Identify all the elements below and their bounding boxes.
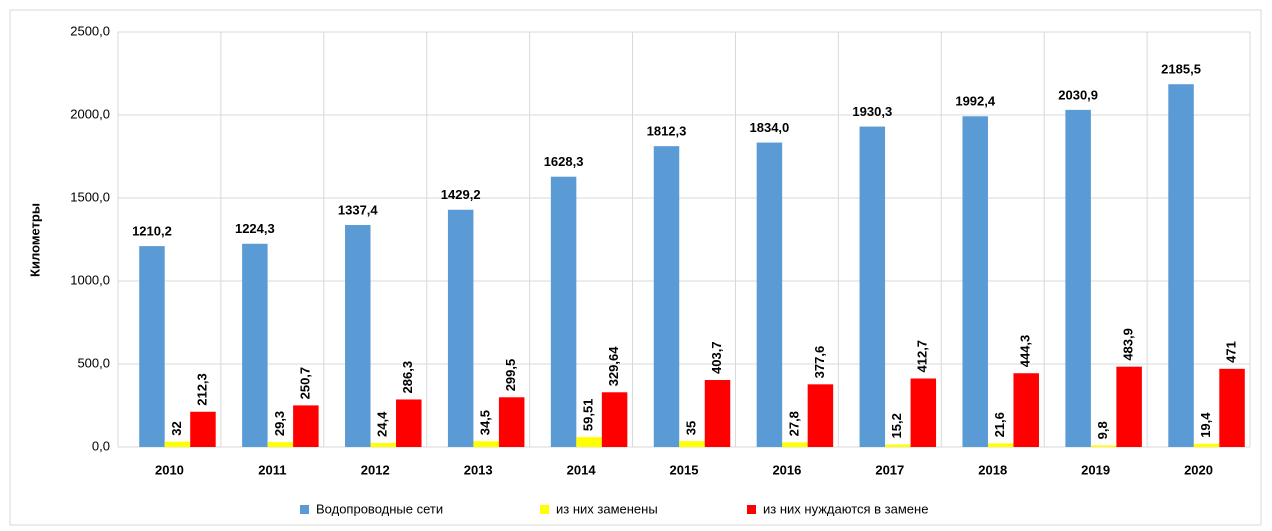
data-label: 35 <box>683 421 698 435</box>
bar <box>1013 373 1039 447</box>
y-axis-label: Километры <box>27 203 42 277</box>
bar <box>396 399 422 447</box>
legend-swatch <box>300 505 309 514</box>
data-label: 483,9 <box>1121 328 1136 361</box>
x-tick-label: 2014 <box>567 462 597 477</box>
legend-label: Водопроводные сети <box>316 501 443 516</box>
bar <box>1219 368 1245 447</box>
data-label: 212,3 <box>194 373 209 406</box>
bar <box>498 397 525 447</box>
x-tick-label: 2018 <box>978 462 1007 477</box>
data-label: 27,8 <box>786 411 801 436</box>
y-tick-label: 0,0 <box>92 438 110 453</box>
bar <box>962 116 988 447</box>
x-tick-label: 2017 <box>875 462 904 477</box>
bar <box>782 442 808 447</box>
x-tick-label: 2013 <box>464 462 493 477</box>
bar <box>267 442 294 447</box>
data-label: 403,7 <box>709 341 724 374</box>
legend-swatch <box>540 505 549 514</box>
bar <box>139 246 165 447</box>
x-tick-label: 2012 <box>361 462 390 477</box>
data-label: 286,3 <box>400 361 415 394</box>
bar <box>1116 366 1142 447</box>
bar <box>447 209 474 447</box>
legend-label: из них заменены <box>556 501 658 516</box>
data-label: 15,2 <box>889 413 904 438</box>
data-label: 444,3 <box>1018 335 1033 368</box>
data-label: 1429,2 <box>441 187 481 202</box>
x-tick-label: 2020 <box>1184 462 1213 477</box>
bar <box>987 443 1014 447</box>
x-tick-label: 2010 <box>155 462 184 477</box>
data-label: 19,4 <box>1198 412 1213 438</box>
data-label: 21,6 <box>992 412 1007 437</box>
y-tick-label: 1000,0 <box>70 272 110 287</box>
legend-swatch <box>747 505 756 514</box>
bar <box>885 444 911 447</box>
x-tick-label: 2011 <box>258 462 286 477</box>
data-label: 377,6 <box>812 346 827 379</box>
y-tick-label: 1500,0 <box>70 189 110 204</box>
data-label: 1834,0 <box>750 120 790 135</box>
bar <box>1168 84 1194 447</box>
bar <box>1193 443 1220 447</box>
data-label: 2185,5 <box>1161 62 1201 77</box>
x-tick-label: 2019 <box>1081 462 1110 477</box>
data-label: 1992,4 <box>955 94 996 109</box>
data-label: 1930,3 <box>852 104 892 119</box>
data-label: 250,7 <box>297 367 312 400</box>
bar <box>601 392 628 447</box>
bar <box>164 441 191 447</box>
x-tick-label: 2016 <box>772 462 801 477</box>
data-label: 1224,3 <box>235 221 275 236</box>
bar <box>473 441 499 447</box>
y-tick-label: 2500,0 <box>70 23 110 38</box>
bar <box>293 405 319 447</box>
data-label: 1812,3 <box>647 124 687 139</box>
y-tick-label: 500,0 <box>77 355 110 370</box>
bar <box>704 379 731 447</box>
data-label: 1210,2 <box>132 224 172 239</box>
chart-frame <box>9 9 1262 526</box>
data-label: 471 <box>1223 341 1238 363</box>
y-tick-label: 2000,0 <box>70 106 110 121</box>
bar <box>550 176 577 447</box>
bar <box>1090 445 1117 447</box>
data-label: 1337,4 <box>338 202 379 217</box>
data-label: 32 <box>169 421 184 435</box>
data-label: 24,4 <box>375 411 390 437</box>
legend-label: из них нуждаются в замене <box>763 501 928 516</box>
data-label: 329,64 <box>606 346 621 387</box>
data-label: 29,3 <box>272 411 287 436</box>
bar <box>807 384 834 447</box>
bar <box>576 437 602 447</box>
bar <box>653 146 680 447</box>
bar <box>910 378 937 447</box>
bar <box>345 224 371 447</box>
x-tick-label: 2015 <box>670 462 699 477</box>
data-label: 1628,3 <box>544 154 584 169</box>
bar <box>859 126 886 448</box>
bar <box>370 442 397 447</box>
data-label: 2030,9 <box>1058 87 1098 102</box>
bar <box>756 142 783 447</box>
bar <box>1065 109 1091 447</box>
data-label: 9,8 <box>1095 421 1110 439</box>
data-label: 412,7 <box>915 340 930 373</box>
bar <box>679 441 705 447</box>
data-label: 59,51 <box>581 399 596 432</box>
bar <box>190 411 216 447</box>
data-label: 299,5 <box>503 359 518 392</box>
bar <box>242 243 268 447</box>
data-label: 34,5 <box>478 410 493 435</box>
